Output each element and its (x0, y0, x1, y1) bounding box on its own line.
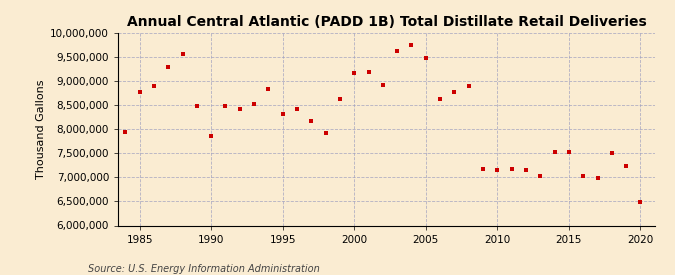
Point (277, 112, 288, 116)
Point (406, 42, 417, 47)
Point (335, 97, 346, 102)
Point (120, 130, 131, 134)
Point (134, 90, 145, 94)
Point (506, 167, 517, 171)
Point (435, 97, 446, 102)
Y-axis label: Thousand Gallons: Thousand Gallons (36, 79, 46, 179)
Point (549, 150, 560, 155)
Point (449, 90, 460, 94)
Point (421, 55, 431, 60)
Point (234, 107, 245, 111)
Point (377, 83, 388, 87)
Point (206, 134, 217, 138)
Title: Annual Central Atlantic (PADD 1B) Total Distillate Retail Deliveries: Annual Central Atlantic (PADD 1B) Total … (127, 15, 646, 29)
Point (263, 87, 274, 92)
Point (564, 150, 574, 154)
Point (148, 84, 159, 88)
Point (535, 174, 545, 179)
Point (220, 103, 231, 108)
Point (621, 164, 632, 169)
Text: Source: U.S. Energy Information Administration: Source: U.S. Energy Information Administ… (88, 264, 319, 274)
Point (392, 49, 402, 54)
Point (349, 71, 360, 75)
Point (492, 168, 503, 172)
Point (177, 51, 188, 56)
Point (635, 200, 646, 205)
Point (520, 167, 531, 172)
Point (478, 167, 489, 171)
Point (192, 103, 202, 108)
Point (163, 65, 173, 69)
Point (606, 151, 617, 156)
Point (306, 119, 317, 123)
Point (463, 84, 474, 88)
Point (592, 176, 603, 181)
Point (292, 106, 302, 111)
Point (578, 174, 589, 179)
Point (320, 131, 331, 135)
Point (363, 70, 374, 75)
Point (248, 101, 259, 106)
